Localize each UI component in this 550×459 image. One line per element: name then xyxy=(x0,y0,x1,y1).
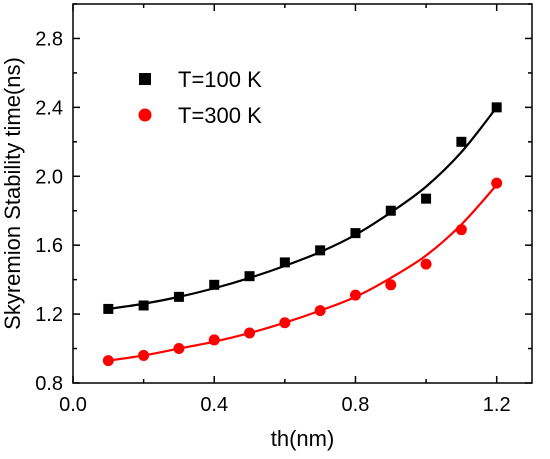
fit-layer xyxy=(108,106,498,362)
y-tick-label: 2.0 xyxy=(35,166,63,188)
legend-label-series-1: T=300 K xyxy=(178,103,262,128)
legend-marker-series-0 xyxy=(139,73,151,85)
x-axis-label: th(nm) xyxy=(271,426,335,451)
data-point-series-1 xyxy=(385,279,397,291)
label-layer: th(nm) Skyremion Stability time(ns) xyxy=(0,57,334,451)
data-point-series-1 xyxy=(349,289,361,301)
data-point-series-0 xyxy=(315,245,326,256)
data-point-series-1 xyxy=(138,349,150,361)
legend-marker-series-1 xyxy=(138,108,152,122)
data-point-series-0 xyxy=(456,136,467,147)
data-point-series-1 xyxy=(455,224,467,236)
fit-line-series-1 xyxy=(108,184,498,362)
x-tick-label: 0.0 xyxy=(59,394,87,416)
data-point-series-0 xyxy=(103,303,114,314)
legend-label-series-0: T=100 K xyxy=(178,67,262,92)
data-point-series-1 xyxy=(102,355,114,367)
marker-layer xyxy=(102,102,503,367)
data-point-series-1 xyxy=(208,334,220,346)
legend: T=100 K T=300 K xyxy=(138,67,262,128)
y-tick-label: 1.2 xyxy=(35,304,63,326)
x-tick-label: 0.8 xyxy=(342,394,370,416)
data-point-series-0 xyxy=(421,193,432,204)
x-tick-label: 0.4 xyxy=(200,394,228,416)
data-point-series-0 xyxy=(209,279,220,290)
x-tick-label: 1.2 xyxy=(483,394,511,416)
data-point-series-0 xyxy=(350,228,361,239)
axes-layer: 0.0 0.4 0.8 1.2 0.8 1.2 1.6 2.0 2.4 2.8 xyxy=(35,3,533,416)
data-point-series-1 xyxy=(314,305,326,317)
data-point-series-1 xyxy=(420,258,432,270)
plot-frame xyxy=(72,3,533,384)
y-tick-label: 2.4 xyxy=(35,97,63,119)
data-point-series-1 xyxy=(173,343,185,355)
data-point-series-1 xyxy=(491,177,503,189)
y-tick-label: 0.8 xyxy=(35,373,63,395)
y-axis-label: Skyremion Stability time(ns) xyxy=(0,57,25,330)
y-tick-label: 2.8 xyxy=(35,28,63,50)
fit-line-series-0 xyxy=(108,106,498,311)
data-point-series-1 xyxy=(279,317,291,329)
data-point-series-0 xyxy=(138,300,149,311)
data-point-series-0 xyxy=(385,205,396,216)
data-point-series-0 xyxy=(279,257,290,268)
y-tick-label: 1.6 xyxy=(35,235,63,257)
data-point-series-1 xyxy=(244,327,256,339)
data-point-series-0 xyxy=(173,291,184,302)
data-point-series-0 xyxy=(244,271,255,282)
data-point-series-0 xyxy=(491,102,502,113)
